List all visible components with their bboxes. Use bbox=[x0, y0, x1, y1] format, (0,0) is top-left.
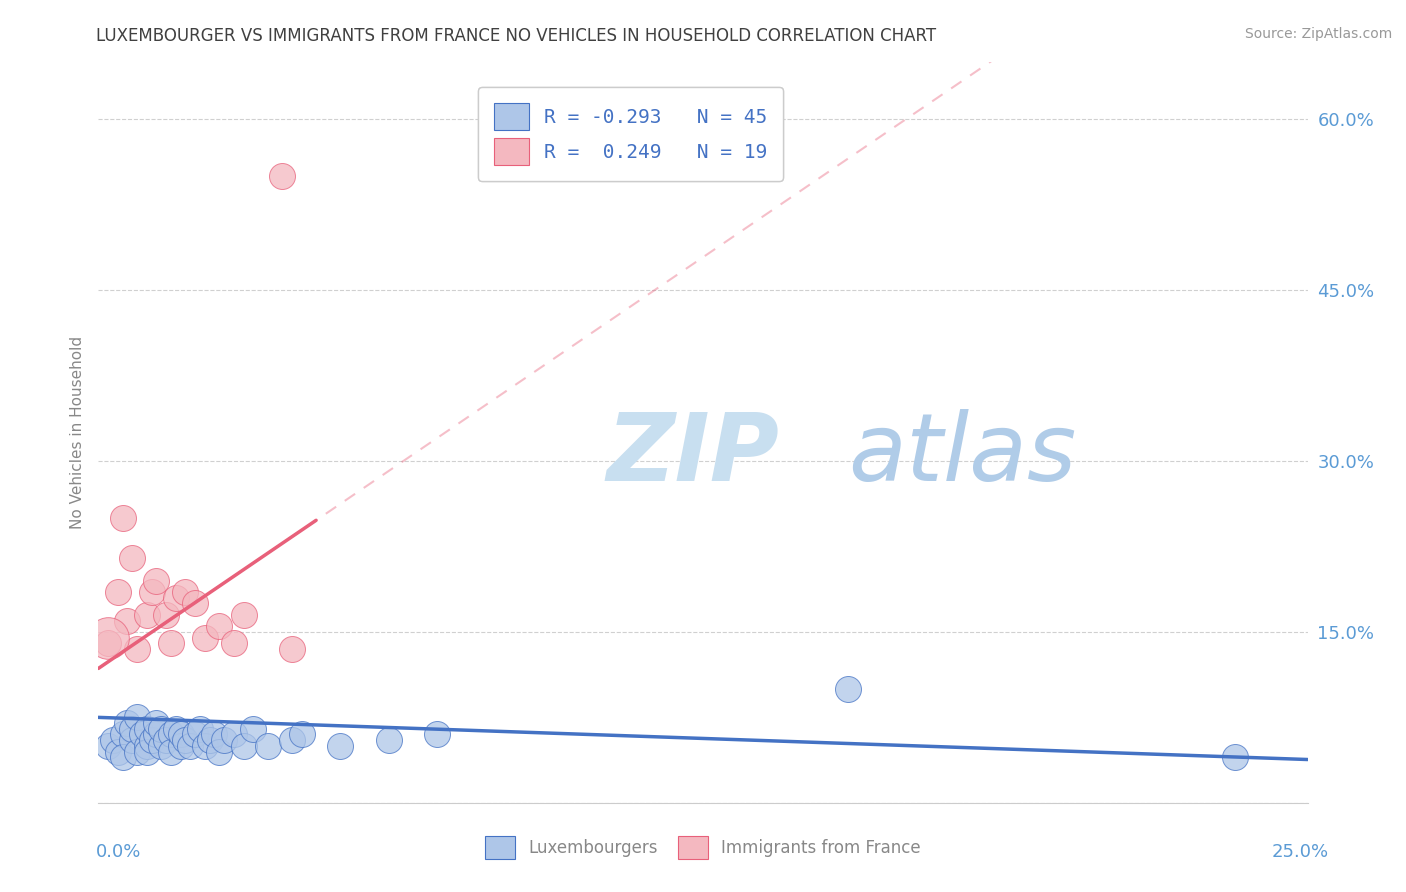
Point bbox=[281, 642, 304, 657]
Point bbox=[271, 169, 294, 184]
Point bbox=[169, 739, 191, 753]
Text: 25.0%: 25.0% bbox=[1271, 843, 1329, 861]
Point bbox=[155, 733, 177, 747]
Point bbox=[135, 745, 157, 759]
Point bbox=[208, 619, 231, 633]
Point bbox=[256, 739, 278, 753]
Point bbox=[204, 727, 226, 741]
Point bbox=[145, 727, 167, 741]
Point bbox=[150, 722, 173, 736]
Point bbox=[135, 607, 157, 622]
Point bbox=[198, 733, 221, 747]
Point bbox=[165, 722, 187, 736]
Point bbox=[141, 585, 163, 599]
Legend: R = -0.293   N = 45, R =  0.249   N = 19: R = -0.293 N = 45, R = 0.249 N = 19 bbox=[478, 87, 783, 181]
Point bbox=[121, 550, 143, 565]
Point bbox=[329, 739, 352, 753]
Point bbox=[174, 585, 197, 599]
Point bbox=[135, 722, 157, 736]
Point bbox=[426, 727, 449, 741]
Point bbox=[242, 722, 264, 736]
Point bbox=[232, 739, 254, 753]
Point bbox=[145, 574, 167, 588]
Point bbox=[150, 739, 173, 753]
Point bbox=[232, 607, 254, 622]
Y-axis label: No Vehicles in Household: No Vehicles in Household bbox=[69, 336, 84, 529]
Point bbox=[107, 745, 129, 759]
Point bbox=[188, 722, 211, 736]
Point bbox=[212, 733, 235, 747]
Point bbox=[145, 716, 167, 731]
Point bbox=[281, 733, 304, 747]
Point bbox=[121, 733, 143, 747]
Point bbox=[101, 733, 124, 747]
Point bbox=[117, 716, 139, 731]
Point bbox=[208, 745, 231, 759]
Point bbox=[184, 597, 207, 611]
Point bbox=[160, 727, 183, 741]
Point bbox=[837, 681, 859, 696]
Point bbox=[160, 636, 183, 650]
Point bbox=[121, 722, 143, 736]
Point bbox=[165, 591, 187, 605]
Point bbox=[155, 607, 177, 622]
Point bbox=[194, 739, 217, 753]
Point bbox=[377, 733, 399, 747]
Point bbox=[179, 739, 201, 753]
Legend: Luxembourgers, Immigrants from France: Luxembourgers, Immigrants from France bbox=[478, 829, 928, 866]
Point bbox=[97, 739, 120, 753]
Point bbox=[111, 727, 134, 741]
Point bbox=[97, 636, 120, 650]
Point bbox=[111, 750, 134, 764]
Point bbox=[131, 727, 153, 741]
Point bbox=[1223, 750, 1246, 764]
Point bbox=[222, 727, 245, 741]
Point bbox=[135, 739, 157, 753]
Point bbox=[127, 710, 149, 724]
Text: ZIP: ZIP bbox=[606, 409, 779, 500]
Point bbox=[184, 727, 207, 741]
Point bbox=[160, 745, 183, 759]
Point bbox=[117, 614, 139, 628]
Text: atlas: atlas bbox=[848, 409, 1077, 500]
Point bbox=[222, 636, 245, 650]
Point bbox=[111, 511, 134, 525]
Text: 0.0%: 0.0% bbox=[96, 843, 141, 861]
Point bbox=[97, 631, 120, 645]
Text: LUXEMBOURGER VS IMMIGRANTS FROM FRANCE NO VEHICLES IN HOUSEHOLD CORRELATION CHAR: LUXEMBOURGER VS IMMIGRANTS FROM FRANCE N… bbox=[96, 27, 936, 45]
Point bbox=[127, 642, 149, 657]
Point bbox=[290, 727, 312, 741]
Point bbox=[169, 727, 191, 741]
Point bbox=[107, 585, 129, 599]
Point bbox=[174, 733, 197, 747]
Point bbox=[194, 631, 217, 645]
Text: Source: ZipAtlas.com: Source: ZipAtlas.com bbox=[1244, 27, 1392, 41]
Point bbox=[127, 745, 149, 759]
Point bbox=[141, 733, 163, 747]
